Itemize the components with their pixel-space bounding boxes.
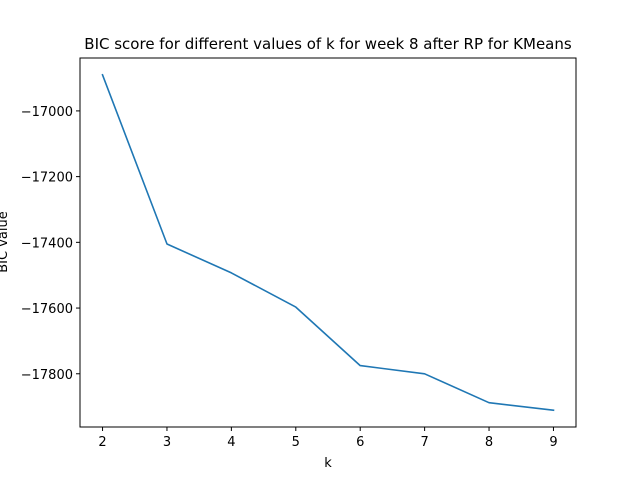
y-axis: −17000 −17200 −17400 −17600 −17800 <box>21 105 80 383</box>
y-tick-label: −17200 <box>21 171 73 186</box>
x-axis: 2 3 4 5 6 7 8 9 <box>98 427 558 450</box>
y-tick-label: −17000 <box>21 105 73 120</box>
x-tick-label: 4 <box>227 435 235 450</box>
x-tick-label: 9 <box>549 435 557 450</box>
x-tick-label: 8 <box>485 435 493 450</box>
x-tick-label: 7 <box>420 435 428 450</box>
y-axis-label: BIC value <box>0 211 11 272</box>
x-tick-label: 3 <box>163 435 171 450</box>
chart-title: BIC score for different values of k for … <box>84 35 572 53</box>
y-tick-label: −17600 <box>21 302 73 317</box>
x-axis-label: k <box>324 456 332 471</box>
y-tick-label: −17800 <box>21 368 73 383</box>
x-tick-label: 6 <box>356 435 364 450</box>
x-tick-label: 2 <box>98 435 106 450</box>
y-tick-label: −17400 <box>21 236 73 251</box>
series-line-0 <box>101 73 555 412</box>
x-tick-label: 5 <box>292 435 300 450</box>
